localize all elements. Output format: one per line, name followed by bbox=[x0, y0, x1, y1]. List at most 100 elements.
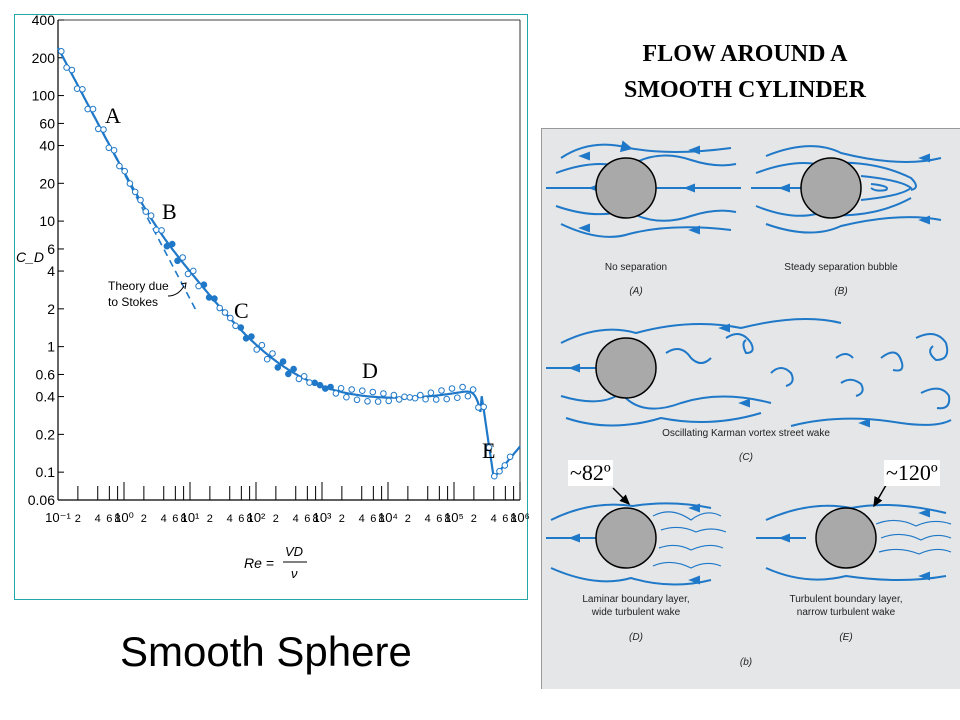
data-point bbox=[311, 379, 319, 387]
data-point bbox=[274, 364, 282, 371]
tag-b: (B) bbox=[834, 286, 847, 297]
cd-curve bbox=[57, 47, 521, 479]
data-point bbox=[443, 395, 451, 403]
region-label-b: B bbox=[162, 199, 177, 224]
data-point bbox=[332, 390, 340, 397]
caption-b: Steady separation bubble bbox=[784, 262, 898, 273]
data-point bbox=[295, 375, 303, 383]
data-point bbox=[232, 322, 239, 330]
x-tick-label-minor: 4 bbox=[227, 513, 233, 525]
x-tick-label-minor: 2 bbox=[405, 513, 411, 525]
region-label-e: E bbox=[482, 438, 495, 463]
x-axis-label-den: ν bbox=[291, 566, 298, 581]
x-tick-label-minor: 2 bbox=[207, 513, 213, 525]
data-point bbox=[195, 282, 202, 290]
sphere-title: Smooth Sphere bbox=[120, 628, 412, 675]
x-tick-label-minor: 2 bbox=[141, 513, 147, 525]
data-point bbox=[142, 208, 150, 215]
data-point bbox=[406, 394, 414, 401]
data-point bbox=[137, 196, 144, 204]
x-tick-label-minor: 8 bbox=[247, 513, 253, 525]
x-tick-label-minor: 8 bbox=[313, 513, 319, 525]
caption-e-line1: Turbulent boundary layer, bbox=[789, 594, 902, 605]
panel-c-streamlines bbox=[546, 318, 952, 428]
x-tick-label-major: 10² bbox=[247, 510, 266, 525]
data-point bbox=[269, 350, 276, 357]
y-tick-label: 100 bbox=[32, 88, 56, 104]
data-point bbox=[491, 472, 498, 480]
data-point bbox=[390, 391, 398, 399]
data-point bbox=[84, 105, 91, 113]
angle-label-laminar: ~82º bbox=[568, 460, 613, 486]
caption-a: No separation bbox=[605, 262, 667, 273]
data-point bbox=[168, 240, 176, 248]
y-tick-label: 0.06 bbox=[28, 492, 55, 508]
stokes-label-line2: to Stokes bbox=[108, 295, 158, 309]
caption-c: Oscillating Karman vortex street wake bbox=[662, 428, 830, 439]
x-tick-label-major: 10⁴ bbox=[378, 510, 398, 525]
data-point bbox=[147, 212, 155, 219]
data-point bbox=[79, 86, 86, 93]
x-tick-label-minor: 4 bbox=[359, 513, 365, 525]
y-tick-labels: 400 200 100 60 40 20 10 6 4 2 1 0.6 0.4 0.2 0.1 0.06 bbox=[28, 12, 64, 508]
y-tick-label: 4 bbox=[47, 263, 55, 279]
x-axis-label-lhs: Re = bbox=[244, 555, 274, 571]
data-point bbox=[105, 144, 113, 152]
data-point bbox=[496, 467, 503, 475]
y-tick-label: 2 bbox=[47, 301, 55, 317]
x-tick-label-major: 10⁰ bbox=[114, 510, 134, 525]
data-point bbox=[253, 346, 261, 353]
x-tick-label-major: 10³ bbox=[313, 510, 332, 525]
x-tick-label-minor: 8 bbox=[115, 513, 121, 525]
data-point bbox=[411, 394, 419, 402]
data-point bbox=[179, 254, 186, 261]
data-point bbox=[121, 167, 128, 175]
data-point bbox=[432, 396, 440, 403]
x-tick-label-minor: 2 bbox=[75, 513, 81, 525]
data-point bbox=[184, 270, 192, 278]
data-point bbox=[343, 393, 350, 401]
cylinder-a bbox=[595, 157, 657, 219]
data-point bbox=[68, 66, 76, 74]
data-point bbox=[227, 314, 234, 322]
data-point bbox=[174, 257, 181, 265]
tag-e: (E) bbox=[839, 632, 852, 643]
cylinder-flow-diagram: No separation (A) Steady separation bubb… bbox=[546, 140, 952, 668]
cylinder-e bbox=[815, 507, 877, 569]
data-point bbox=[401, 393, 408, 401]
x-tick-label-minor: 4 bbox=[293, 513, 299, 525]
cylinder-d bbox=[595, 507, 657, 569]
x-tick-label-minor: 6 bbox=[172, 513, 178, 525]
x-tick-label-major: 10¹ bbox=[181, 510, 200, 525]
data-point bbox=[316, 381, 324, 389]
data-point bbox=[190, 267, 197, 275]
data-point bbox=[438, 387, 445, 394]
data-point bbox=[216, 304, 223, 312]
y-tick-label: 6 bbox=[47, 241, 55, 257]
data-point bbox=[73, 85, 81, 92]
x-tick-label-major: 10⁶ bbox=[510, 510, 530, 525]
angle-arrow-laminar bbox=[612, 487, 631, 506]
stokes-arrow bbox=[167, 285, 185, 297]
data-point bbox=[417, 391, 424, 399]
x-tick-label-minor: 6 bbox=[502, 513, 508, 525]
cylinder-title-line1: FLOW AROUND A bbox=[642, 41, 848, 67]
y-axis-label: C_D bbox=[16, 249, 44, 265]
stokes-label-line1: Theory due bbox=[108, 279, 169, 293]
data-point bbox=[58, 48, 65, 55]
sphere-chart-frame bbox=[14, 14, 528, 600]
x-tick-label-minor: 8 bbox=[379, 513, 385, 525]
y-tick-label: 0.6 bbox=[36, 366, 56, 382]
data-point bbox=[158, 227, 165, 234]
figure-tag: (b) bbox=[740, 657, 752, 668]
cylinder-c bbox=[595, 337, 657, 399]
data-point bbox=[506, 453, 514, 461]
x-tick-label-major: 10⁵ bbox=[444, 510, 464, 525]
data-point bbox=[211, 295, 218, 302]
x-tick-label-major: 10⁻¹ bbox=[45, 510, 71, 525]
data-point bbox=[285, 370, 292, 378]
data-point bbox=[369, 388, 377, 396]
data-point bbox=[100, 126, 107, 133]
data-point bbox=[485, 444, 493, 451]
